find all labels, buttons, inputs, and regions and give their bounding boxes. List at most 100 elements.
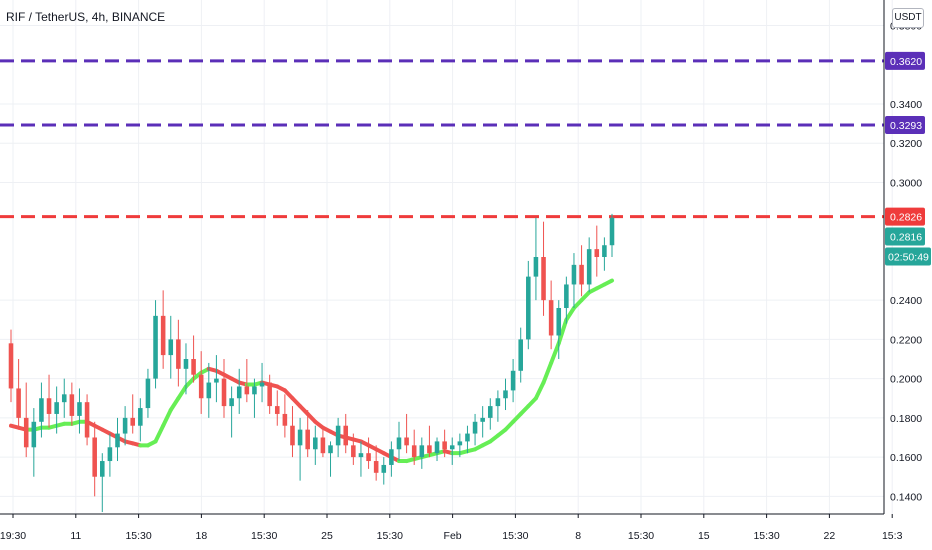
- candle-body: [282, 413, 288, 426]
- candle-body: [586, 249, 592, 285]
- candle-body: [69, 394, 75, 416]
- candle-body: [92, 437, 97, 477]
- candle-body: [358, 453, 364, 458]
- candle-body: [548, 300, 554, 336]
- candle-body: [442, 441, 447, 450]
- y-tick-label: 0.1400: [890, 491, 922, 503]
- candle-body: [457, 441, 463, 446]
- candle-body: [449, 445, 455, 450]
- candle-body: [122, 417, 128, 434]
- y-tick-label: 0.2200: [890, 334, 922, 346]
- candle-body: [594, 249, 600, 257]
- candle-body: [487, 406, 493, 418]
- candle-body: [168, 339, 174, 356]
- x-tick-label: 15:30: [251, 530, 277, 542]
- candle-body: [206, 382, 212, 399]
- candle-body: [381, 464, 387, 473]
- candle-body: [61, 394, 67, 403]
- candle-body: [510, 370, 516, 391]
- candle-body: [236, 386, 242, 399]
- x-tick-label: 15: [698, 530, 710, 542]
- ma-segment: [533, 380, 546, 401]
- ma-segment: [161, 408, 173, 428]
- candle-body: [145, 378, 151, 409]
- candle-body: [556, 308, 562, 336]
- price-tags: 0.3620 0.3293 0.2826 0.2816 02:50:49: [885, 51, 931, 266]
- candle-body: [259, 382, 265, 387]
- candle-body: [191, 359, 196, 375]
- candle-body: [472, 421, 478, 434]
- time-axis[interactable]: 19:30 11 15:30 18 15:30 25 15:30 Feb 15:30 8 15:30…: [0, 513, 903, 542]
- y-tick-label: 0.2000: [890, 374, 922, 386]
- x-tick-label: 15:30: [125, 530, 151, 542]
- x-tick-label: 15:30: [753, 530, 779, 542]
- candle-body: [297, 429, 303, 446]
- candle-body: [23, 417, 29, 448]
- candle-body: [153, 315, 158, 379]
- candle-body: [328, 445, 333, 454]
- x-tick-label: 15:3: [882, 530, 903, 542]
- x-tick-label: 25: [321, 530, 333, 542]
- candle-body: [465, 433, 470, 442]
- candle-body: [427, 445, 432, 454]
- candle-body: [389, 449, 394, 465]
- y-tick-label: 0.2400: [890, 295, 922, 307]
- candle-body: [274, 406, 280, 414]
- x-tick-label: 18: [196, 530, 208, 542]
- candle-body: [107, 447, 113, 462]
- level-price-tag-bg: [885, 51, 925, 70]
- candle-body: [343, 425, 349, 446]
- candle-body: [571, 264, 577, 285]
- ma-segment: [564, 306, 576, 322]
- level-price-tag: 0.3293: [890, 120, 922, 132]
- candle-body: [609, 217, 615, 246]
- x-tick-label: 15:30: [377, 530, 403, 542]
- candle-body: [176, 339, 181, 369]
- candle-body: [100, 461, 105, 477]
- candle-body: [39, 398, 44, 422]
- candle-body: [183, 359, 189, 369]
- candle-body: [214, 378, 219, 383]
- x-tick-label: 22: [824, 530, 836, 542]
- candle-body: [541, 257, 546, 301]
- candle-body: [267, 382, 272, 407]
- candle-body: [411, 445, 417, 458]
- countdown-tag-bg: [885, 247, 931, 266]
- candle-body: [434, 441, 440, 454]
- candle-body: [495, 398, 501, 407]
- candle-body: [8, 343, 14, 389]
- y-tick-label: 0.3200: [890, 138, 922, 150]
- currency-unit-button[interactable]: USDT: [892, 8, 924, 28]
- ma-segment: [549, 341, 561, 365]
- last-price-tag-bg: [885, 227, 925, 246]
- candlesticks: [8, 213, 615, 513]
- candle-body: [366, 453, 371, 462]
- candle-body: [229, 398, 234, 407]
- x-tick-label: 11: [70, 530, 81, 542]
- level-price-tag-bg: [885, 115, 925, 134]
- candle-body: [404, 437, 409, 446]
- x-tick-label: 15:30: [502, 530, 528, 542]
- candle-body: [198, 374, 204, 399]
- last-price-tag: 0.2816: [890, 232, 922, 244]
- candle-body: [77, 402, 82, 416]
- x-tick-label: 8: [575, 530, 581, 542]
- candle-body: [252, 386, 257, 395]
- candle-body: [564, 284, 569, 309]
- candle-body: [526, 276, 531, 340]
- ma-segment: [153, 423, 166, 444]
- candle-body: [335, 425, 341, 446]
- candle-body: [16, 388, 21, 418]
- horizontal-levels[interactable]: [0, 59, 884, 219]
- level-price-tag: 0.2826: [890, 212, 922, 224]
- candle-body: [54, 402, 59, 414]
- y-tick-label: 0.3400: [890, 99, 922, 111]
- y-tick-label: 0.3000: [890, 177, 922, 189]
- candle-body: [373, 461, 379, 473]
- candle-body: [84, 402, 90, 438]
- y-tick-label: 0.1600: [890, 452, 922, 464]
- ma-segment: [602, 278, 614, 287]
- candle-body: [160, 315, 166, 356]
- countdown-tag: 02:50:49: [888, 252, 929, 264]
